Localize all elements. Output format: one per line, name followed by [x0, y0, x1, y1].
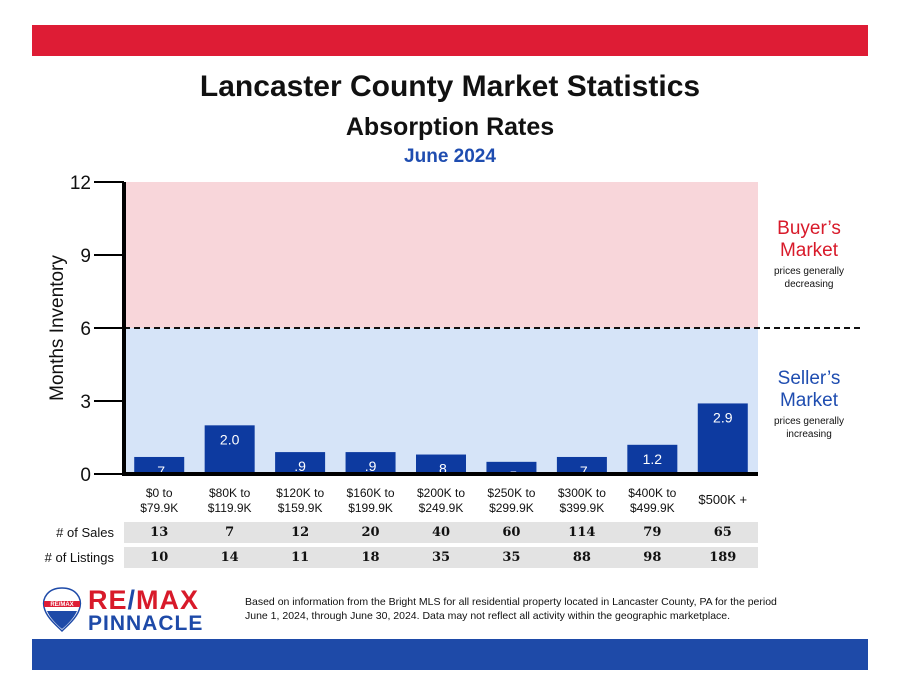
remax-pinnacle-logo: RE/MAX RE/MAX PINNACLE — [40, 585, 220, 635]
listings-row-background — [124, 547, 758, 568]
report-period: June 2024 — [404, 146, 496, 167]
bar-value-label: 2.0 — [220, 431, 240, 447]
bar — [345, 452, 396, 474]
listings-cell: 98 — [643, 550, 662, 565]
sellers-title-line1: Seller’s — [777, 368, 841, 389]
y-tick-label: 9 — [80, 246, 91, 267]
listings-cell: 14 — [220, 550, 239, 565]
category-label-line: $80K to — [208, 486, 251, 500]
category-label-line: $299.9K — [489, 501, 534, 515]
bar — [697, 403, 748, 474]
category-label: $200K to $249.9K — [406, 486, 476, 516]
listings-cell: 11 — [291, 550, 310, 565]
sellers-note-line1: prices generally — [773, 416, 845, 427]
category-label-line: $499.9K — [629, 501, 675, 515]
bar — [134, 456, 185, 474]
bar — [416, 454, 466, 474]
bar-value-label: .7 — [153, 463, 165, 479]
category-label-line: $249.9K — [418, 501, 464, 515]
y-tick-label: 3 — [80, 392, 91, 413]
category-label: $120K to $159.9K — [265, 486, 335, 516]
page-subtitle: Absorption Rates — [345, 113, 555, 141]
listings-cell: 35 — [431, 550, 451, 565]
bar-value-label: .8 — [435, 461, 447, 477]
buyers-note-line2: decreasing — [784, 279, 834, 290]
listings-row-label: # of Listings — [44, 550, 114, 565]
buyers-market-zone — [124, 182, 758, 328]
buyers-title-line2: Market — [779, 240, 839, 261]
buyers-market-label: Buyer’s Market prices generally decreasi… — [754, 218, 864, 291]
bar-value-label: 1.2 — [643, 451, 663, 467]
footnote-line2: June 1, 2024, through June 30, 2024. Dat… — [245, 610, 731, 622]
sales-cell: 13 — [150, 525, 169, 540]
category-label: $160K to $199.9K — [336, 486, 406, 516]
top-accent-bar — [32, 25, 868, 56]
sales-cell: 79 — [643, 525, 662, 540]
bar-value-label: .9 — [365, 458, 377, 474]
bar-value-label: .9 — [294, 458, 306, 474]
logo-office: PINNACLE — [88, 612, 204, 635]
category-label: $400K to $499.9K — [617, 486, 687, 516]
category-label-line: $200K to — [416, 486, 466, 500]
category-label: $300K to $399.9K — [547, 486, 617, 516]
sellers-note-line2: increasing — [786, 429, 832, 440]
category-label-line: $250K to — [487, 486, 536, 500]
category-label-line: $199.9K — [348, 501, 393, 515]
sales-cell: 60 — [502, 525, 521, 540]
sales-row-background — [124, 522, 758, 543]
category-label: $250K to $299.9K — [476, 486, 546, 516]
category-label-line: $300K to — [557, 486, 606, 500]
bar — [486, 461, 537, 474]
balloon-text: RE/MAX — [50, 602, 73, 608]
footnote-line1: Based on information from the Bright MLS… — [245, 596, 777, 608]
y-tick-label: 0 — [80, 465, 91, 486]
category-label-line: $399.9K — [559, 501, 605, 515]
sales-cell: 40 — [431, 525, 451, 540]
category-label-line: $160K to — [346, 486, 395, 500]
y-axis-title: Months Inventory — [47, 255, 68, 401]
category-label-line: $400K to — [628, 486, 677, 500]
logo-brand: RE/MAX — [88, 585, 200, 615]
sales-cell: 114 — [568, 525, 596, 540]
sales-cell: 7 — [225, 525, 235, 540]
category-label-line: $0 to — [145, 486, 173, 500]
bar — [556, 456, 607, 474]
sales-cell: 12 — [291, 525, 310, 540]
category-label-line: $119.9K — [207, 501, 252, 515]
listings-cell: 189 — [709, 550, 737, 565]
category-label-line: $500K + — [698, 492, 748, 507]
sellers-market-label: Seller’s Market prices generally increas… — [754, 368, 864, 441]
balloon-icon: RE/MAX — [42, 587, 82, 633]
listings-cell: 35 — [502, 550, 521, 565]
category-label-line: $120K to — [276, 486, 325, 500]
page-title: Lancaster County Market Statistics — [199, 70, 701, 103]
data-source-footnote: Based on information from the Bright MLS… — [245, 595, 845, 623]
sales-cell: 65 — [713, 525, 732, 540]
buyers-note-line1: prices generally — [773, 266, 845, 277]
bar — [627, 444, 678, 474]
bar — [275, 452, 326, 474]
sales-row-label: # of Sales — [56, 525, 114, 540]
bar-value-label: .7 — [576, 463, 588, 479]
listings-cell: 88 — [572, 550, 591, 565]
category-label: $500K + — [688, 492, 758, 507]
category-label: $0 to $79.9K — [124, 486, 194, 516]
category-label: $80K to $119.9K — [195, 486, 265, 516]
category-label-line: $159.9K — [277, 501, 323, 515]
bar — [204, 425, 255, 474]
sales-cell: 20 — [361, 525, 380, 540]
listings-cell: 18 — [361, 550, 380, 565]
sellers-title-line2: Market — [779, 390, 839, 411]
y-tick-label: 6 — [80, 319, 91, 340]
category-label-line: $79.9K — [140, 501, 179, 515]
buyers-title-line1: Buyer’s — [777, 218, 841, 239]
bar-value-label: 2.9 — [713, 409, 733, 425]
y-tick-label: 12 — [70, 173, 91, 194]
bottom-accent-bar — [32, 639, 868, 670]
listings-cell: 10 — [150, 550, 169, 565]
